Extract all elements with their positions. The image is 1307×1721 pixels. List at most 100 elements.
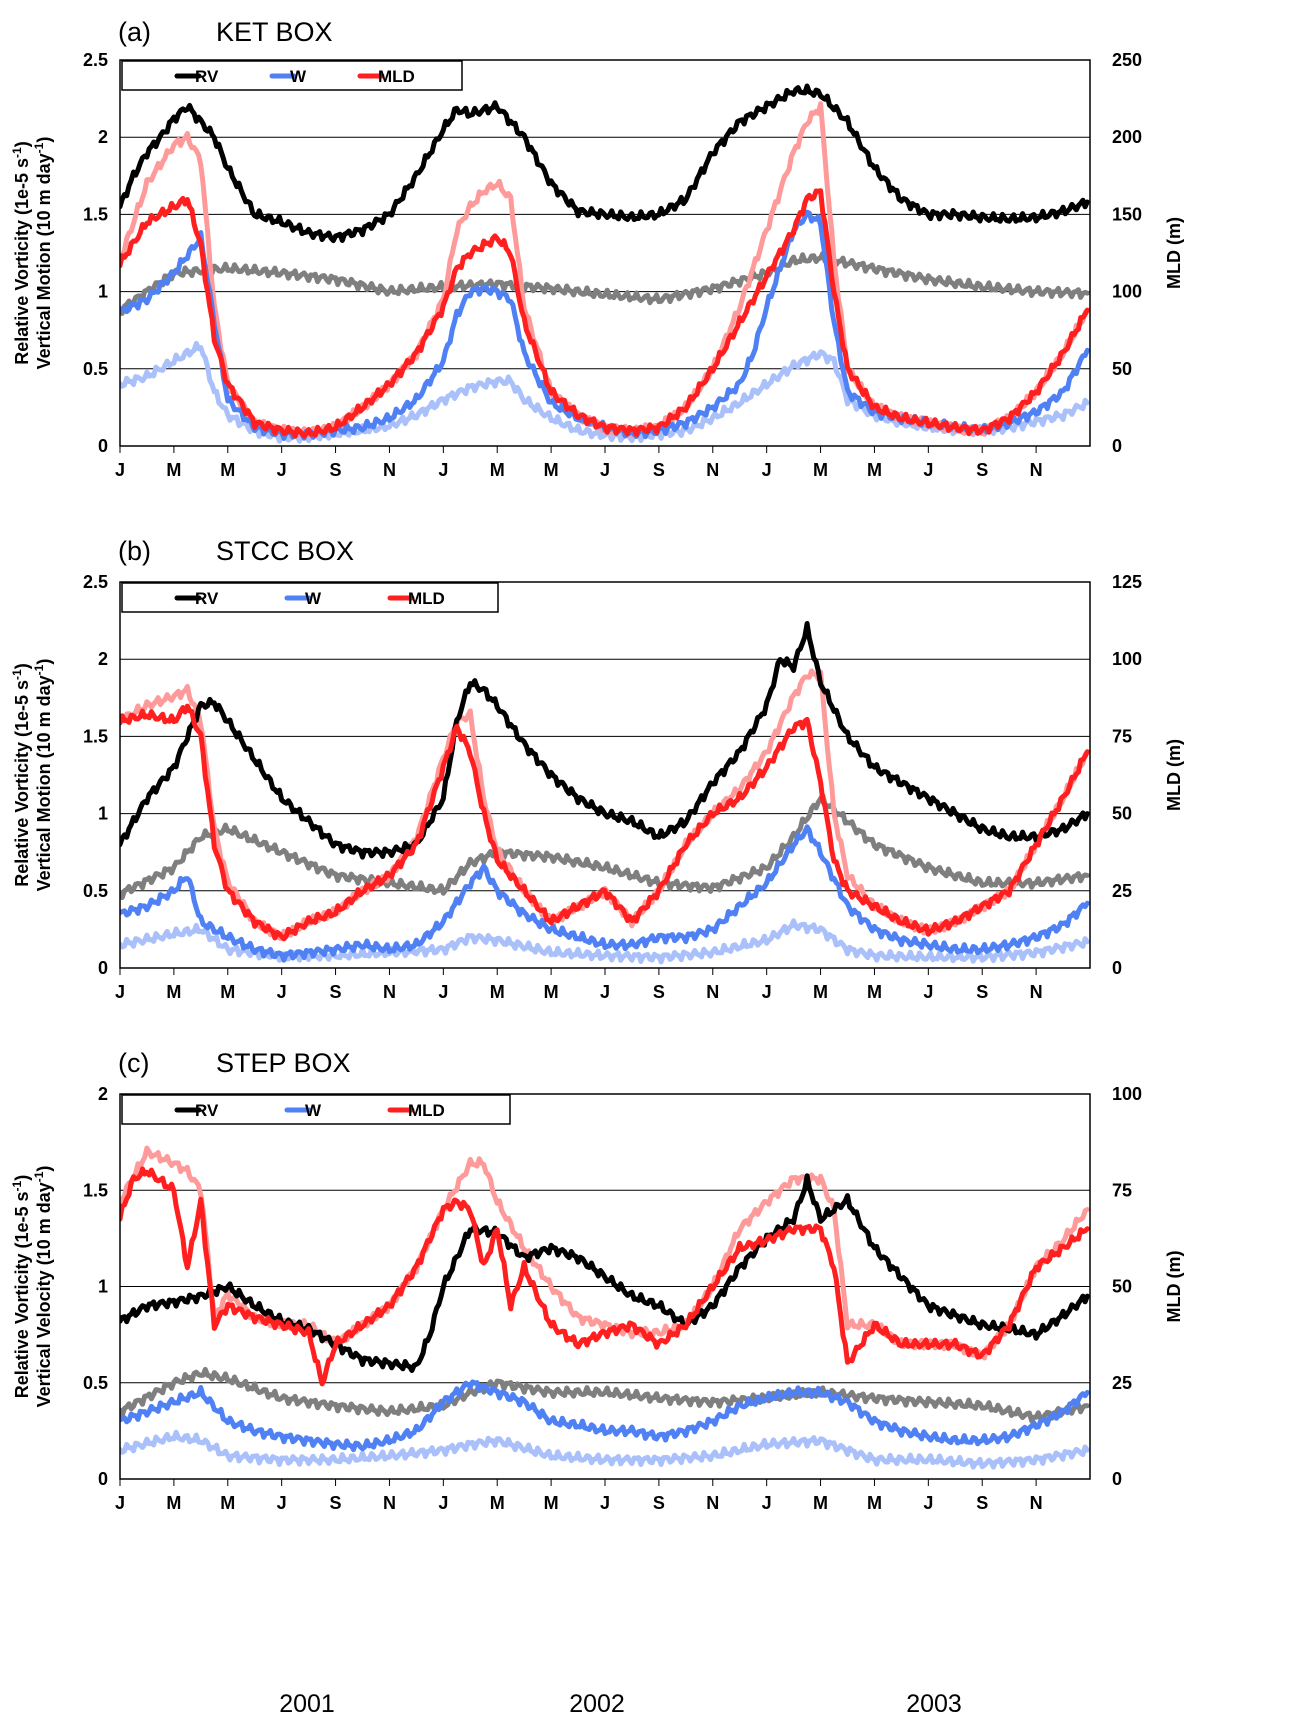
y-axis-label-exponent: -1: [10, 669, 24, 680]
y-axis-label-close: ): [12, 141, 32, 147]
y-axis-label-left: Vertical Motion (10 m day-1): [32, 137, 54, 370]
y-axis-label-text: Relative Vorticity (1e-5 s: [12, 680, 32, 887]
rv-light-series-line: [120, 1366, 1090, 1424]
series-group: [120, 621, 1090, 965]
rv-light-series-line: [120, 250, 1090, 316]
x-tick-label: J: [115, 982, 125, 1002]
y-tick-label-right: 200: [1112, 127, 1142, 147]
chart-title: STEP BOX: [216, 1048, 351, 1078]
w-series-line: [120, 824, 1090, 963]
panel-c: (c) STEP BOX 0 0 0.5 25 1 50 1.5 75 2 100 J M M J S N J M M J…: [10, 1048, 1184, 1513]
x-tick-label: N: [706, 1493, 719, 1513]
plot-frame: [119, 581, 1091, 969]
y-tick-label-left: 1.5: [83, 726, 108, 746]
y-tick-label-right: 125: [1112, 572, 1142, 592]
x-tick-label: S: [976, 460, 988, 480]
rv-series-line: [120, 83, 1090, 244]
x-tick-label: S: [653, 1493, 665, 1513]
series-group: [120, 83, 1090, 444]
x-tick-label: J: [762, 982, 772, 1002]
x-tick-label: J: [438, 1493, 448, 1513]
w-series-line: [120, 1379, 1090, 1453]
y-axis-label-exponent: -1: [10, 1180, 24, 1191]
mld-series-line: [120, 703, 1090, 942]
y-axis-label-left: Relative Vorticity (1e-5 s-1): [10, 1175, 32, 1398]
y-tick-label-left: 0: [98, 436, 108, 456]
y-tick-label-left: 1: [98, 804, 108, 824]
y-tick-label-left: 1: [98, 282, 108, 302]
x-tick-label: J: [438, 982, 448, 1002]
y-tick-label-right: 50: [1112, 359, 1132, 379]
x-tick-label: S: [976, 982, 988, 1002]
legend-label: W: [305, 1101, 322, 1120]
x-tick-label: J: [923, 460, 933, 480]
legend-label: RV: [195, 1101, 219, 1120]
y-tick-label-left: 2.5: [83, 572, 108, 592]
x-tick-label: S: [330, 982, 342, 1002]
y-tick-label-left: 2: [98, 1084, 108, 1104]
x-tick-label: M: [544, 1493, 559, 1513]
x-tick-label: S: [976, 1493, 988, 1513]
y-axis-label-right: MLD (m): [1164, 217, 1184, 289]
legend-label: RV: [195, 67, 219, 86]
legend-label: RV: [195, 589, 219, 608]
y-tick-label-left: 0: [98, 958, 108, 978]
y-axis-label-text: Relative Vorticity (1e-5 s: [12, 1191, 32, 1398]
rv-light-series-line: [120, 792, 1090, 901]
y-axis-label-close: ): [12, 663, 32, 669]
y-axis-label-close: ): [34, 1166, 54, 1172]
y-tick-label-right: 75: [1112, 726, 1132, 746]
y-tick-label-left: 2.5: [83, 50, 108, 70]
x-tick-label: S: [653, 460, 665, 480]
x-tick-label: M: [813, 982, 828, 1002]
x-tick-label: M: [490, 1493, 505, 1513]
y-axis-label-text: Relative Vorticity (1e-5 s: [12, 158, 32, 365]
x-tick-label: M: [166, 982, 181, 1002]
year-labels: 2001 2002 2003: [279, 1690, 962, 1718]
y-tick-label-right: 0: [1112, 436, 1122, 456]
x-tick-label: J: [600, 460, 610, 480]
y-axis-label-left: Relative Vorticity (1e-5 s-1): [10, 663, 32, 886]
x-tick-label: N: [383, 460, 396, 480]
y-tick-label-left: 1.5: [83, 1180, 108, 1200]
panel-label: (c): [118, 1048, 149, 1078]
y-tick-label-right: 75: [1112, 1180, 1132, 1200]
legend-label: MLD: [408, 589, 445, 608]
y-tick-label-left: 0.5: [83, 881, 108, 901]
y-tick-label-right: 100: [1112, 649, 1142, 669]
x-tick-label: N: [1030, 982, 1043, 1002]
y-tick-label-left: 0.5: [83, 1373, 108, 1393]
y-axis-label-right: MLD (m): [1164, 1251, 1184, 1323]
x-tick-label: M: [867, 460, 882, 480]
y-tick-label-left: 2: [98, 127, 108, 147]
panel-label: (b): [118, 536, 151, 566]
x-tick-label: N: [383, 982, 396, 1002]
x-tick-label: J: [762, 1493, 772, 1513]
x-tick-label: N: [1030, 1493, 1043, 1513]
x-tick-label: J: [277, 1493, 287, 1513]
y-axis-label-exponent: -1: [32, 1171, 46, 1182]
x-tick-label: M: [544, 460, 559, 480]
legend-label: W: [290, 67, 307, 86]
x-tick-label: S: [653, 982, 665, 1002]
x-tick-label: J: [277, 982, 287, 1002]
y-tick-label-right: 50: [1112, 804, 1132, 824]
x-tick-label: M: [166, 1493, 181, 1513]
x-tick-label: M: [813, 1493, 828, 1513]
y-axis-label-left: Relative Vorticity (1e-5 s-1): [10, 141, 32, 364]
legend-label: MLD: [408, 1101, 445, 1120]
x-tick-label: N: [383, 1493, 396, 1513]
x-tick-label: N: [1030, 460, 1043, 480]
legend-label: MLD: [378, 67, 415, 86]
y-axis-label-close: ): [12, 1175, 32, 1181]
x-tick-label: N: [706, 982, 719, 1002]
y-tick-label-right: 0: [1112, 958, 1122, 978]
x-tick-label: J: [600, 1493, 610, 1513]
y-axis-label-close: ): [34, 659, 54, 665]
y-axis-label-left: Vertical Motion (10 m day-1): [32, 659, 54, 892]
x-tick-label: S: [330, 460, 342, 480]
panel-b: (b) STCC BOX 0 0 0.5 25 1 50 1.5 75 2 100 2.5 125 J M M J…: [10, 536, 1184, 1002]
x-tick-label: M: [220, 460, 235, 480]
y-axis-label-text: Vertical Motion (10 m day: [34, 675, 54, 891]
w-light-series-line: [120, 1429, 1090, 1470]
